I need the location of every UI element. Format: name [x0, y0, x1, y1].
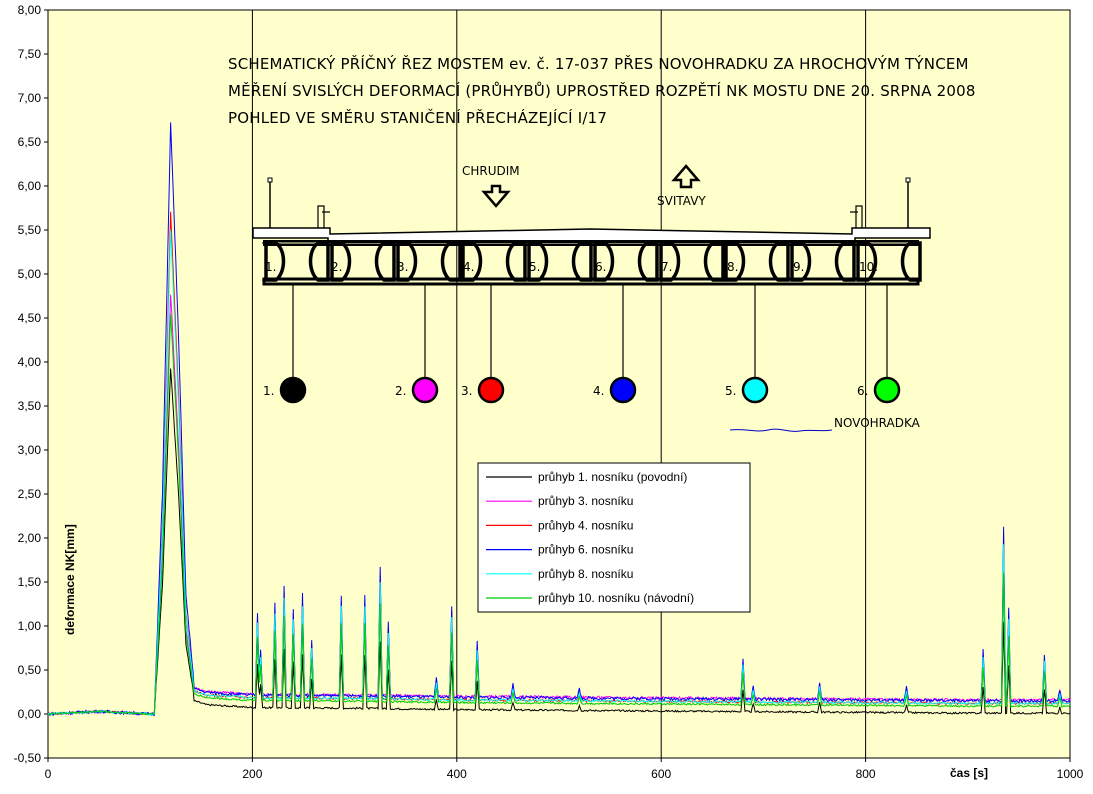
chrudim-label: CHRUDIM: [462, 164, 520, 178]
beam-label: 5.: [529, 260, 540, 274]
legend-label: průhyb 3. nosníku: [538, 494, 633, 508]
sensor-dot: [873, 376, 901, 404]
annotation-line-1: SCHEMATICKÝ PŘÍČNÝ ŘEZ MOSTEM ev. č. 17-…: [228, 54, 969, 73]
legend-label: průhyb 8. nosníku: [538, 567, 633, 581]
x-tick-label: 400: [447, 767, 467, 781]
y-tick-label: 2,50: [18, 487, 42, 501]
y-tick-label: 0,00: [18, 707, 42, 721]
y-tick-label: 4,50: [18, 311, 42, 325]
x-axis-title: čas [s]: [950, 766, 988, 780]
beam-label: 10.: [859, 260, 878, 274]
up-arrow-icon: [671, 164, 701, 189]
y-tick-label: 4,00: [18, 355, 42, 369]
beam-label: 9.: [793, 260, 804, 274]
y-tick-label: 7,50: [18, 47, 42, 61]
y-tick-label: 3,00: [18, 443, 42, 457]
beam-label: 2.: [331, 260, 342, 274]
beam-label: 3.: [397, 260, 408, 274]
grid-lines: [251, 10, 867, 758]
series-line: [47, 122, 1071, 717]
sensor-label: 6.: [857, 384, 868, 398]
series-lines: [47, 122, 1071, 717]
sensor-dot: [411, 376, 439, 404]
beam-label: 8.: [727, 260, 738, 274]
sensor-dot: [279, 376, 307, 404]
river-line: [729, 428, 833, 432]
beam-labels: 1. 2. 3. 4. 5. 6. 7. 8. 9. 10.: [265, 260, 878, 274]
y-axis-title: deformace NK[mm]: [63, 524, 77, 635]
y-tick-label: 6,50: [18, 135, 42, 149]
x-tick-label: 200: [242, 767, 262, 781]
beam-label: 1.: [265, 260, 276, 274]
legend-label: průhyb 1. nosníku (povodní): [538, 470, 687, 484]
annotation-line-3: POHLED VE SMĚRU STANIČENÍ PŘECHÁZEJÍCÍ I…: [228, 108, 607, 127]
legend-label: průhyb 10. nosníku (návodní): [538, 591, 694, 605]
y-tick-label: 3,50: [18, 399, 42, 413]
x-tick-label: 600: [651, 767, 671, 781]
y-tick-label: 0,50: [18, 663, 42, 677]
plot-area: [47, 9, 1071, 759]
beam-label: 7.: [661, 260, 672, 274]
y-tick-label: 1,00: [18, 619, 42, 633]
annotation-line-2: MĚŘENÍ SVISLÝCH DEFORMACÍ (PRŮHYBŮ) UPRO…: [228, 81, 976, 100]
x-axis-ticks: 0 200 400 600 800 1000: [45, 758, 1084, 781]
y-tick-label: 8,00: [18, 3, 42, 17]
series-line: [47, 368, 1071, 716]
sensor-label: 4.: [593, 384, 604, 398]
river-label: NOVOHRADKA: [834, 416, 921, 430]
sensor-dot: [741, 376, 769, 404]
sensor-label: 3.: [461, 384, 472, 398]
series-line: [47, 230, 1071, 716]
sensor-dot: [609, 376, 637, 404]
sensor-dot: [477, 376, 505, 404]
legend: průhyb 1. nosníku (povodní) průhyb 3. nos…: [477, 462, 751, 613]
legend-label: průhyb 4. nosníku: [538, 518, 633, 532]
x-tick-label: 1000: [1057, 767, 1084, 781]
beam-label: 4.: [463, 260, 474, 274]
beam-label: 6.: [595, 260, 606, 274]
series-line: [47, 314, 1071, 716]
y-tick-label: 5,00: [18, 267, 42, 281]
down-arrow-icon: [481, 184, 511, 208]
sensor-label: 2.: [395, 384, 406, 398]
bridge-cross-section: 1. 2. 3. 4. 5. 6. 7. 8. 9. 10.: [252, 177, 931, 286]
y-tick-label: 1,50: [18, 575, 42, 589]
y-tick-label: 5,50: [18, 223, 42, 237]
x-tick-label: 800: [856, 767, 876, 781]
y-axis-ticks: -0,50 0,00 0,50 1,00 1,50 2,00 2,50 3,00 3,50 4,0…: [14, 3, 48, 765]
sensor-label: 1.: [263, 384, 274, 398]
svitavy-label: SVITAVY: [657, 194, 706, 208]
y-tick-label: 7,00: [18, 91, 42, 105]
x-tick-label: 0: [45, 767, 52, 781]
y-tick-label: 6,00: [18, 179, 42, 193]
sensors: 1. 2. 3. 4. 5. 6.: [263, 284, 901, 404]
bridge-beams: [262, 240, 922, 286]
y-tick-label: 2,00: [18, 531, 42, 545]
legend-label: průhyb 6. nosníku: [538, 543, 633, 557]
sensor-label: 5.: [725, 384, 736, 398]
y-tick-label: -0,50: [14, 751, 42, 765]
